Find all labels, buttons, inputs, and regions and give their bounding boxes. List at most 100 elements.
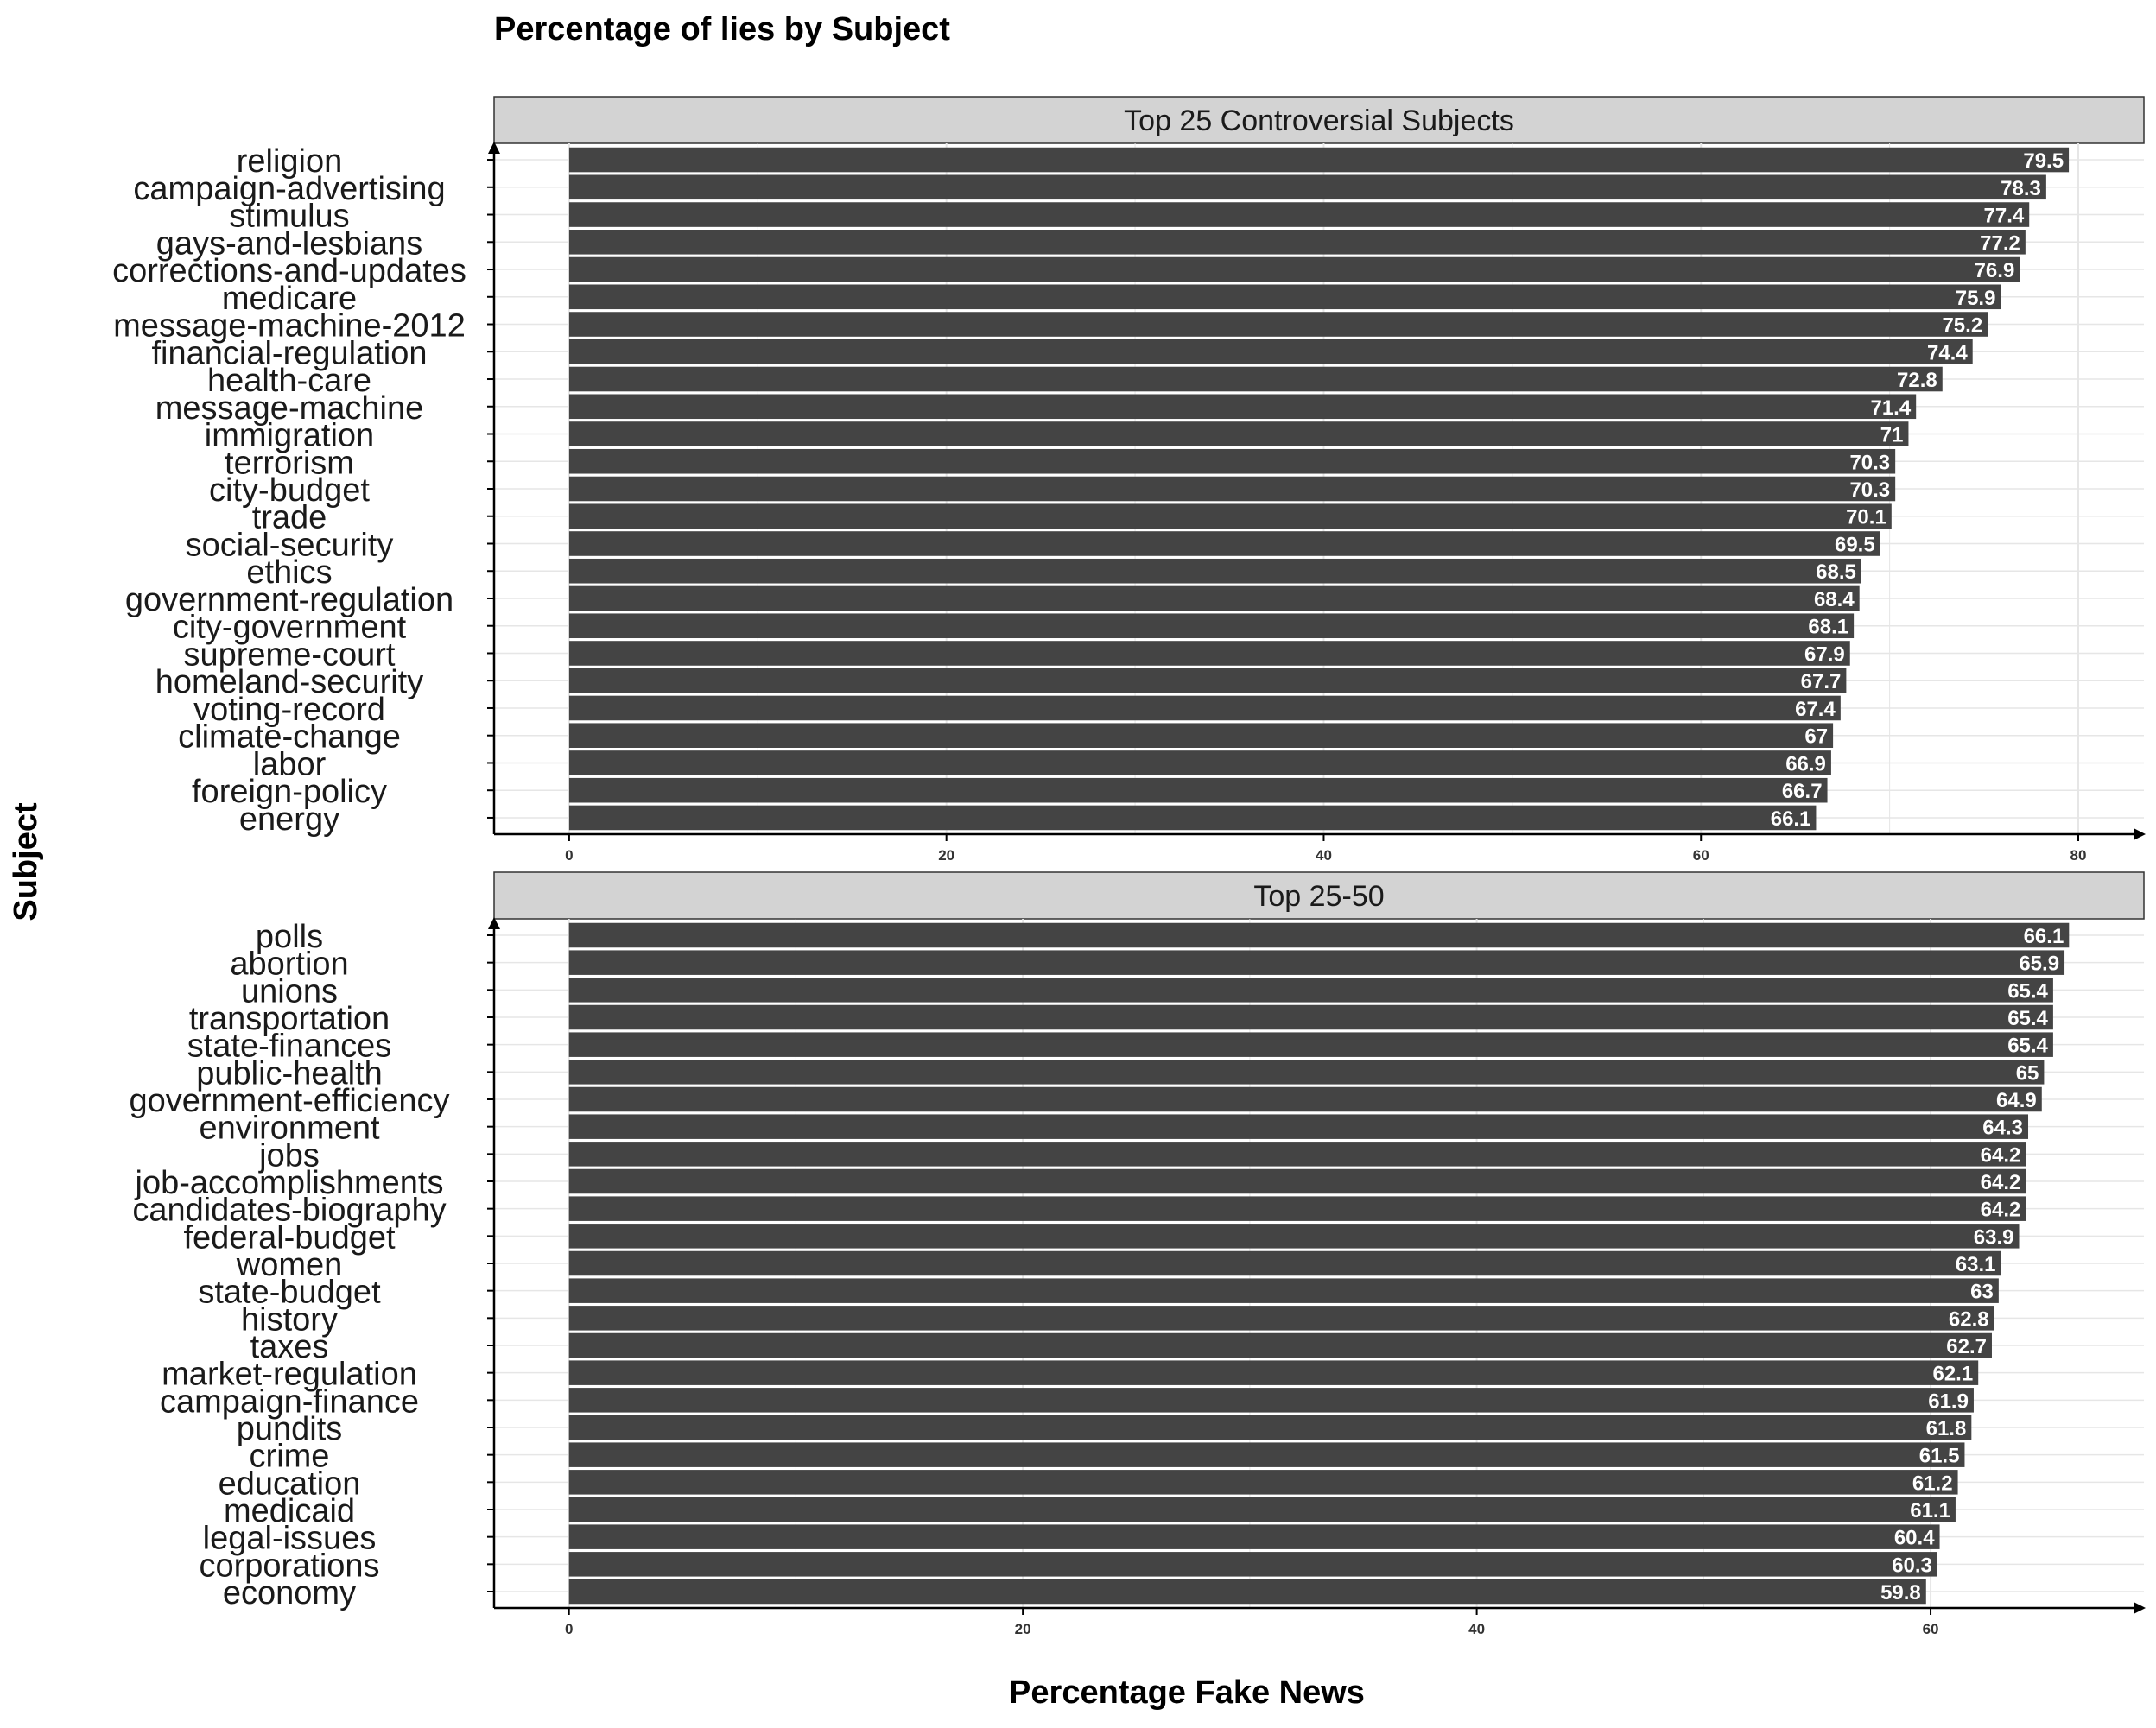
category-label: government-regulation xyxy=(125,582,453,618)
bar-value-label: 64.2 xyxy=(1981,1171,2021,1194)
category-label: taxes xyxy=(250,1329,329,1365)
panels: Top 25 Controversial Subjects 79.5 religio… xyxy=(112,96,2146,1637)
category-label: city-government xyxy=(173,610,407,646)
category-label: foreign-policy xyxy=(192,774,387,810)
bar xyxy=(568,230,2026,255)
bar xyxy=(568,1114,2029,1139)
bar xyxy=(568,1196,2026,1221)
category-label: climate-change xyxy=(178,719,401,756)
category-label: message-machine-2012 xyxy=(113,308,466,345)
bar xyxy=(568,1524,1940,1549)
panel-1: Top 25 Controversial Subjects 79.5 religio… xyxy=(112,96,2146,864)
category-label: financial-regulation xyxy=(152,335,428,371)
bar xyxy=(568,922,2070,948)
bar-value-label: 63.9 xyxy=(1974,1225,2014,1249)
bar-value-label: 67.4 xyxy=(1795,698,1836,721)
category-label: crime xyxy=(250,1439,330,1475)
bar-value-label: 66.7 xyxy=(1782,780,1823,803)
x-tick-label: 60 xyxy=(1923,1621,1939,1637)
category-label: ethics xyxy=(246,554,332,591)
bar xyxy=(568,641,1850,666)
category-label: polls xyxy=(256,919,323,955)
category-label: economy xyxy=(223,1575,356,1611)
bar-value-label: 61.5 xyxy=(1919,1445,1960,1468)
x-tick-label: 40 xyxy=(1468,1621,1485,1637)
chart-title: Percentage of lies by Subject xyxy=(494,11,950,47)
x-axis-arrow xyxy=(2134,828,2146,840)
category-label: voting-record xyxy=(193,692,385,728)
bar-value-label: 77.2 xyxy=(1980,231,2020,255)
bar-value-label: 70.3 xyxy=(1849,478,1890,502)
bar-value-label: 62.1 xyxy=(1932,1363,1973,1386)
bar-value-label: 65.9 xyxy=(2019,953,2059,976)
bar xyxy=(568,1306,1994,1331)
bar xyxy=(568,366,1943,392)
bar-value-label: 76.9 xyxy=(1975,259,2015,282)
bar xyxy=(568,448,1896,474)
y-axis-arrow xyxy=(488,917,500,929)
bar xyxy=(568,503,1892,529)
bar-value-label: 66.9 xyxy=(1785,752,1826,775)
bar-value-label: 65.4 xyxy=(2007,1035,2048,1058)
bar-value-label: 77.4 xyxy=(1984,205,2025,228)
x-tick-label: 20 xyxy=(938,847,954,864)
bar-value-label: 61.1 xyxy=(1910,1499,1950,1522)
bar xyxy=(568,1224,2020,1249)
bar xyxy=(568,339,1973,364)
bar-value-label: 61.9 xyxy=(1928,1389,1969,1413)
bar xyxy=(568,695,1841,721)
category-label: jobs xyxy=(258,1137,320,1174)
category-label: women xyxy=(236,1247,343,1283)
bar-value-label: 67.9 xyxy=(1804,642,1845,666)
bar xyxy=(568,1032,2053,1057)
category-label: health-care xyxy=(207,363,371,399)
category-label: stimulus xyxy=(229,199,349,235)
bar xyxy=(568,613,1855,639)
x-axis-title: Percentage Fake News xyxy=(1009,1674,1365,1711)
category-label: unions xyxy=(241,973,338,1010)
bar xyxy=(568,202,2030,227)
category-label: corporations xyxy=(199,1548,379,1584)
panel-strip xyxy=(493,96,2145,144)
bar xyxy=(568,394,1917,420)
bar xyxy=(568,1168,2026,1194)
category-label: job-accomplishments xyxy=(135,1165,444,1201)
bar xyxy=(568,1470,1958,1495)
x-tick-label: 0 xyxy=(565,1621,573,1637)
bar-value-label: 78.3 xyxy=(2001,177,2041,200)
bar xyxy=(568,1442,1965,1467)
bar xyxy=(568,750,1831,775)
category-label: medicaid xyxy=(224,1493,355,1529)
category-label: education xyxy=(219,1465,361,1502)
bar xyxy=(568,1086,2042,1112)
bar-value-label: 71.4 xyxy=(1870,396,1911,420)
bar-value-label: 68.1 xyxy=(1808,616,1848,639)
bar-value-label: 65.4 xyxy=(2007,979,2048,1003)
bar xyxy=(568,1060,2045,1085)
category-label: abortion xyxy=(230,946,348,983)
x-tick-label: 40 xyxy=(1316,847,1332,864)
x-tick-label: 0 xyxy=(565,847,573,864)
bar xyxy=(568,585,1860,611)
bar xyxy=(568,476,1896,502)
bar xyxy=(568,668,1847,693)
bar xyxy=(568,1278,1999,1303)
panel-strip xyxy=(493,871,2145,920)
bar-value-label: 61.8 xyxy=(1926,1417,1967,1440)
category-label: gays-and-lesbians xyxy=(156,225,422,262)
bar-value-label: 60.4 xyxy=(1894,1527,1935,1550)
category-label: government-efficiency xyxy=(129,1083,449,1119)
category-label: corrections-and-updates xyxy=(112,253,466,289)
bar-value-label: 68.5 xyxy=(1816,560,1856,584)
category-label: candidates-biography xyxy=(132,1193,446,1229)
bar xyxy=(568,1332,1992,1358)
panel-2: Top 25-50 66.1 polls 65.9 abortion 65.4 unions… xyxy=(129,871,2146,1637)
category-label: labor xyxy=(253,746,327,782)
category-label: campaign-advertising xyxy=(133,171,445,207)
category-label: social-security xyxy=(186,527,394,563)
bar-value-label: 74.4 xyxy=(1927,341,1968,364)
bar xyxy=(568,1552,1937,1577)
bar-value-label: 79.5 xyxy=(2023,149,2064,173)
